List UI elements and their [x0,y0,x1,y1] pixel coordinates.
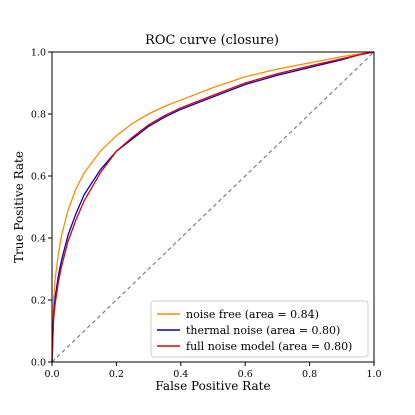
x-tick-label: 0.6 [238,369,253,380]
y-tick-label: 0.6 [31,172,46,183]
legend-label-0: noise free (area = 0.84) [186,308,319,321]
x-tick-label: 1.0 [366,369,381,380]
x-tick-label: 0.4 [173,369,188,380]
legend-box [150,300,369,358]
y-tick-label: 0.8 [31,110,46,121]
x-axis-label: False Positive Rate [155,379,270,393]
x-tick-label: 0.0 [44,369,59,380]
series-line-1 [51,51,375,363]
plot-frame [51,51,375,363]
plot-lines [51,51,375,363]
legend-label-1: thermal noise (area = 0.80) [186,324,340,337]
y-tick-label: 0.2 [31,296,46,307]
x-tick-label: 0.8 [302,369,317,380]
series-line-2 [51,51,375,363]
y-axis-label: True Positive Rate [12,151,26,263]
chance-reference-line [51,51,375,363]
y-tick-label: 0.4 [31,234,46,245]
y-tick-label: 1.0 [31,48,46,59]
legend-label-2: full noise model (area = 0.80) [186,340,352,353]
series-line-0 [51,51,375,363]
y-tick-label: 0.0 [31,358,46,369]
legend: noise free (area = 0.84) thermal noise (a… [150,300,369,358]
x-tick-label: 0.2 [109,369,124,380]
y-axis-ticks: 0.0 0.2 0.4 0.6 0.8 1.0 [31,48,52,369]
x-axis-ticks: 0.0 0.2 0.4 0.6 0.8 1.0 [44,362,382,380]
chart-title: ROC curve (closure) [145,33,279,48]
